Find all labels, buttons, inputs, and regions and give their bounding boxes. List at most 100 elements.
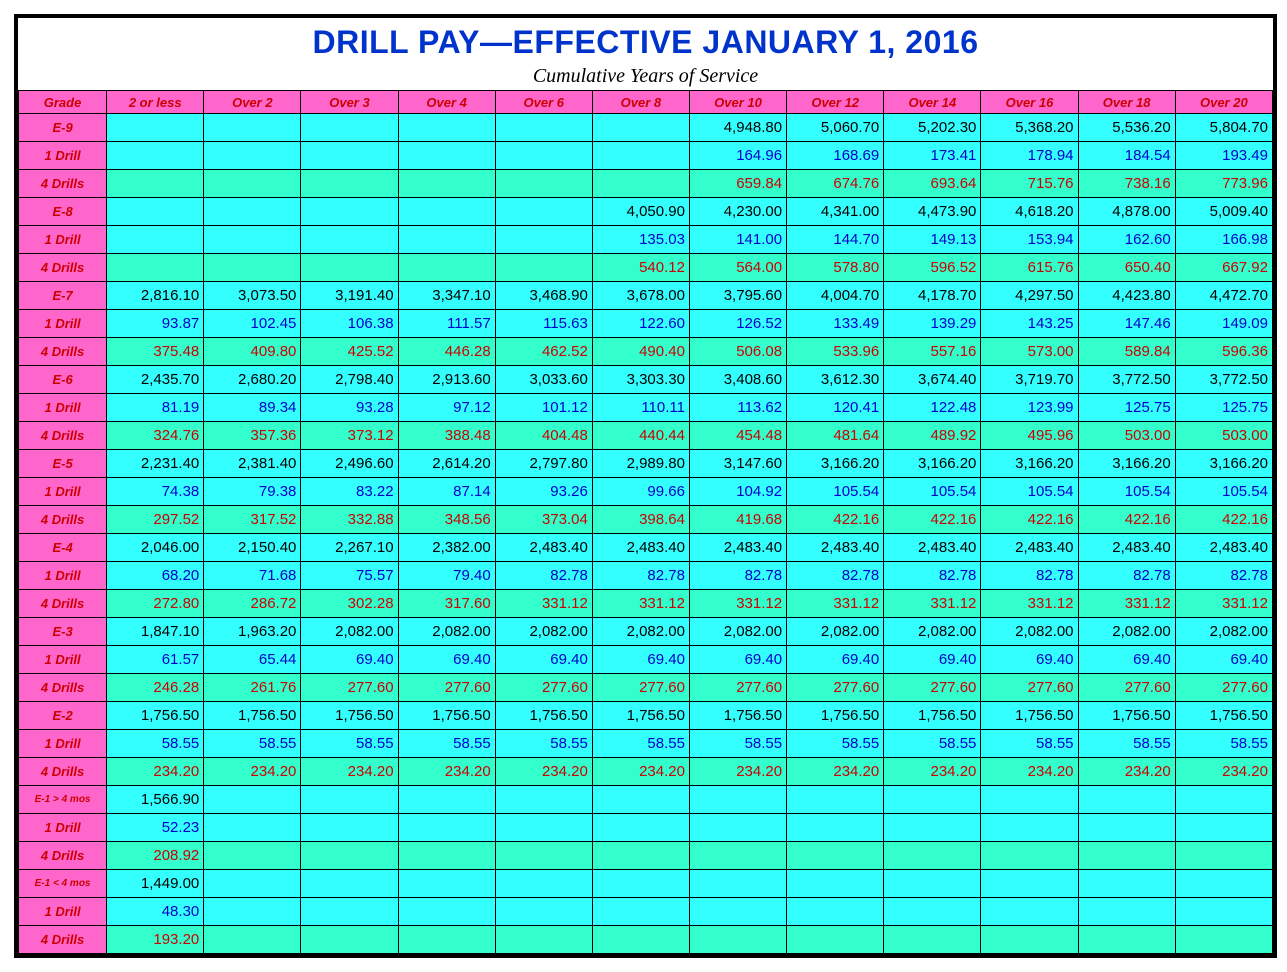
- table-cell: 2,082.00: [301, 618, 398, 646]
- table-cell: 331.12: [1175, 590, 1272, 618]
- table-cell: 1,756.50: [1078, 702, 1175, 730]
- table-row: 4 Drills246.28261.76277.60277.60277.6027…: [19, 674, 1273, 702]
- table-cell: 317.52: [204, 506, 301, 534]
- table-cell: 69.40: [884, 646, 981, 674]
- table-cell: 2,483.40: [689, 534, 786, 562]
- table-cell: [301, 170, 398, 198]
- table-cell: [592, 786, 689, 814]
- table-cell: [495, 142, 592, 170]
- row-header: 4 Drills: [19, 758, 107, 786]
- row-header: E-5: [19, 450, 107, 478]
- table-cell: [592, 842, 689, 870]
- row-header: 1 Drill: [19, 142, 107, 170]
- table-cell: 3,166.20: [981, 450, 1078, 478]
- table-cell: 68.20: [107, 562, 204, 590]
- table-cell: [398, 898, 495, 926]
- table-cell: 126.52: [689, 310, 786, 338]
- table-cell: [204, 226, 301, 254]
- table-cell: [398, 786, 495, 814]
- table-cell: 2,798.40: [301, 366, 398, 394]
- table-cell: 105.54: [981, 478, 1078, 506]
- table-cell: [495, 898, 592, 926]
- table-cell: 3,678.00: [592, 282, 689, 310]
- table-cell: 97.12: [398, 394, 495, 422]
- table-row: 4 Drills324.76357.36373.12388.48404.4844…: [19, 422, 1273, 450]
- table-row: E-42,046.002,150.402,267.102,382.002,483…: [19, 534, 1273, 562]
- table-cell: [884, 898, 981, 926]
- table-cell: 5,804.70: [1175, 114, 1272, 142]
- table-cell: [787, 786, 884, 814]
- table-cell: [107, 170, 204, 198]
- row-header: 1 Drill: [19, 394, 107, 422]
- table-cell: 125.75: [1175, 394, 1272, 422]
- row-header: E-1 > 4 mos: [19, 786, 107, 814]
- table-cell: 715.76: [981, 170, 1078, 198]
- table-cell: [495, 870, 592, 898]
- row-header: 4 Drills: [19, 422, 107, 450]
- table-cell: 87.14: [398, 478, 495, 506]
- table-cell: [981, 786, 1078, 814]
- table-cell: [301, 226, 398, 254]
- table-cell: 1,756.50: [787, 702, 884, 730]
- table-cell: 1,756.50: [301, 702, 398, 730]
- table-row: 1 Drill74.3879.3883.2287.1493.2699.66104…: [19, 478, 1273, 506]
- table-cell: [1175, 814, 1272, 842]
- table-cell: 58.55: [301, 730, 398, 758]
- row-header: E-1 < 4 mos: [19, 870, 107, 898]
- table-cell: [689, 786, 786, 814]
- table-cell: 69.40: [301, 646, 398, 674]
- table-cell: 375.48: [107, 338, 204, 366]
- table-cell: 4,473.90: [884, 198, 981, 226]
- table-cell: 113.62: [689, 394, 786, 422]
- table-cell: [787, 870, 884, 898]
- table-cell: 166.98: [1175, 226, 1272, 254]
- table-cell: [787, 926, 884, 954]
- table-cell: 93.87: [107, 310, 204, 338]
- table-cell: [787, 898, 884, 926]
- table-cell: 4,472.70: [1175, 282, 1272, 310]
- table-cell: 234.20: [1078, 758, 1175, 786]
- table-cell: 331.12: [787, 590, 884, 618]
- table-cell: 173.41: [884, 142, 981, 170]
- column-header: 2 or less: [107, 91, 204, 114]
- column-header: Over 10: [689, 91, 786, 114]
- table-cell: 48.30: [107, 898, 204, 926]
- table-cell: 74.38: [107, 478, 204, 506]
- table-row: 4 Drills540.12564.00578.80596.52615.7665…: [19, 254, 1273, 282]
- table-row: 1 Drill164.96168.69173.41178.94184.54193…: [19, 142, 1273, 170]
- table-cell: 3,674.40: [884, 366, 981, 394]
- table-cell: 5,009.40: [1175, 198, 1272, 226]
- table-cell: 162.60: [1078, 226, 1175, 254]
- table-cell: [107, 254, 204, 282]
- table-cell: 2,082.00: [1175, 618, 1272, 646]
- table-row: 4 Drills272.80286.72302.28317.60331.1233…: [19, 590, 1273, 618]
- table-cell: [495, 814, 592, 842]
- table-cell: 277.60: [981, 674, 1078, 702]
- table-cell: 331.12: [981, 590, 1078, 618]
- table-cell: 272.80: [107, 590, 204, 618]
- table-cell: 317.60: [398, 590, 495, 618]
- table-cell: 2,989.80: [592, 450, 689, 478]
- table-body: E-94,948.805,060.705,202.305,368.205,536…: [19, 114, 1273, 954]
- table-cell: [592, 114, 689, 142]
- table-cell: 3,772.50: [1078, 366, 1175, 394]
- table-cell: 2,797.80: [495, 450, 592, 478]
- table-cell: 164.96: [689, 142, 786, 170]
- table-cell: 489.92: [884, 422, 981, 450]
- table-cell: 422.16: [787, 506, 884, 534]
- page-subtitle: Cumulative Years of Service: [18, 65, 1273, 90]
- table-cell: 58.55: [884, 730, 981, 758]
- table-cell: 3,147.60: [689, 450, 786, 478]
- table-cell: [398, 842, 495, 870]
- table-cell: 1,756.50: [592, 702, 689, 730]
- table-cell: 302.28: [301, 590, 398, 618]
- table-cell: [592, 814, 689, 842]
- table-cell: 331.12: [592, 590, 689, 618]
- table-cell: 277.60: [787, 674, 884, 702]
- table-cell: [301, 198, 398, 226]
- table-cell: 1,756.50: [495, 702, 592, 730]
- table-cell: 462.52: [495, 338, 592, 366]
- table-cell: 58.55: [398, 730, 495, 758]
- table-cell: 1,756.50: [398, 702, 495, 730]
- table-cell: 503.00: [1078, 422, 1175, 450]
